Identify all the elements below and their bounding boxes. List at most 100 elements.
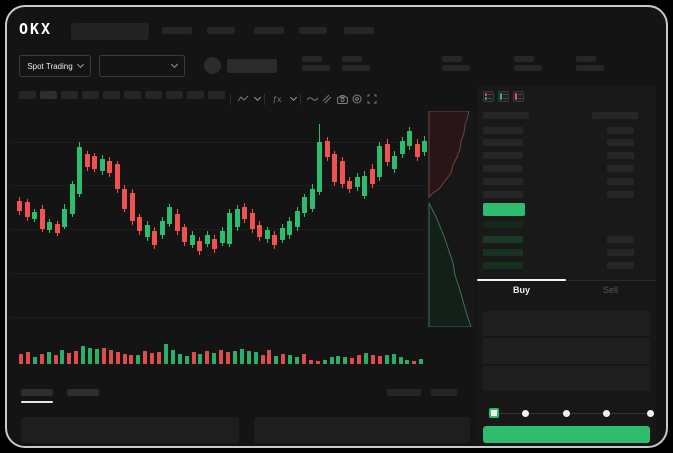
- volume-bar: [391, 354, 396, 364]
- orderbook-ask-price-placeholder: [483, 165, 523, 172]
- tab-buy[interactable]: Buy: [512, 285, 530, 295]
- settings-gear-icon[interactable]: [351, 93, 363, 105]
- orderbook-bid-price-placeholder: [483, 236, 523, 243]
- timeframe-button-placeholder[interactable]: [82, 91, 99, 99]
- line-style-icon[interactable]: [237, 93, 249, 105]
- volume-bar: [301, 354, 306, 364]
- pair-selector-dropdown[interactable]: [99, 55, 185, 77]
- stat-label-placeholder: [576, 56, 596, 62]
- stat-value-placeholder: [302, 65, 330, 71]
- chart-gridline: [9, 273, 427, 274]
- candlestick: [129, 193, 135, 221]
- market-type-dropdown[interactable]: Spot Trading: [19, 55, 91, 77]
- slider-stop[interactable]: [647, 410, 654, 417]
- candlestick: [362, 176, 367, 196]
- order-input-placeholder[interactable]: [483, 366, 650, 391]
- candlestick: [114, 164, 120, 189]
- candlestick: [249, 213, 255, 229]
- candlestick: [369, 169, 375, 184]
- orderbook-bid-size-placeholder: [607, 249, 634, 256]
- candlestick: [204, 235, 210, 244]
- timeframe-button-placeholder[interactable]: [61, 91, 78, 99]
- volume-bar: [129, 355, 134, 364]
- candlestick: [219, 231, 225, 243]
- bottom-tab-placeholder[interactable]: [67, 389, 99, 396]
- slider-stop[interactable]: [603, 410, 610, 417]
- candlestick: [84, 154, 90, 167]
- orderbook-view-asks-icon[interactable]: [513, 91, 524, 102]
- candlestick-chart[interactable]: [9, 109, 427, 331]
- volume-bar: [329, 357, 334, 364]
- candlestick: [377, 146, 382, 177]
- volume-bar: [19, 354, 23, 364]
- candlestick: [354, 177, 360, 187]
- volume-bar: [25, 352, 30, 364]
- slider-stop[interactable]: [522, 410, 529, 417]
- volume-bar: [412, 361, 417, 364]
- nav-item-placeholder[interactable]: [207, 27, 235, 34]
- slider-handle[interactable]: [489, 408, 499, 418]
- volume-bar: [370, 355, 375, 364]
- orderbook-view-both-icon[interactable]: [483, 91, 494, 102]
- nav-item-placeholder[interactable]: [162, 27, 192, 34]
- candlestick: [62, 209, 67, 227]
- timeframe-button-placeholder[interactable]: [187, 91, 204, 99]
- timeframe-button-placeholder[interactable]: [124, 91, 141, 99]
- buy-submit-button[interactable]: [483, 426, 650, 443]
- volume-bar: [232, 351, 237, 364]
- orderbook-bid-price-placeholder: [483, 249, 523, 256]
- candlestick: [332, 154, 337, 182]
- volume-bar: [53, 355, 58, 364]
- camera-icon[interactable]: [336, 93, 348, 105]
- timeframe-button-placeholder[interactable]: [19, 91, 36, 99]
- stat-value-placeholder: [514, 65, 542, 71]
- history-panel-placeholder: [254, 417, 470, 443]
- candlestick: [107, 161, 112, 173]
- candlestick: [167, 207, 172, 224]
- indicators-icon[interactable]: ƒx: [272, 94, 282, 104]
- nav-item-placeholder[interactable]: [344, 27, 374, 34]
- volume-bar: [295, 357, 299, 364]
- order-input-placeholder[interactable]: [483, 311, 650, 336]
- stat-label-placeholder: [514, 56, 534, 62]
- slider-stop[interactable]: [563, 410, 570, 417]
- line-chart-icon[interactable]: [306, 93, 318, 105]
- timeframe-button-placeholder[interactable]: [166, 91, 183, 99]
- drawing-tools-icon[interactable]: [321, 93, 333, 105]
- timeframe-button-placeholder[interactable]: [145, 91, 162, 99]
- candlestick: [69, 184, 75, 214]
- chart-gridline: [9, 229, 427, 230]
- orderbook-ask-size-placeholder: [607, 127, 634, 134]
- timeframe-button-placeholder[interactable]: [103, 91, 120, 99]
- bottom-action-placeholder[interactable]: [431, 389, 457, 396]
- candlestick: [122, 189, 127, 209]
- order-input-placeholder[interactable]: [483, 338, 650, 364]
- nav-item-placeholder[interactable]: [299, 27, 327, 34]
- orderbook-ask-price-placeholder: [483, 152, 523, 159]
- volume-bar: [94, 349, 99, 364]
- volume-bar: [364, 353, 368, 364]
- volume-bar: [419, 359, 424, 364]
- candlestick: [182, 227, 187, 242]
- volume-bar: [336, 356, 341, 364]
- bottom-action-placeholder[interactable]: [387, 389, 421, 396]
- search-input[interactable]: [71, 23, 149, 40]
- depth-asks-area: [428, 111, 470, 199]
- bottom-tab-placeholder[interactable]: [21, 389, 53, 396]
- fullscreen-icon[interactable]: [366, 93, 378, 105]
- nav-item-placeholder[interactable]: [254, 27, 284, 34]
- orderbook-ask-size-placeholder: [607, 165, 634, 172]
- candlestick: [174, 214, 180, 231]
- stat-label-placeholder: [302, 56, 322, 62]
- orderbook-view-bids-icon[interactable]: [498, 91, 509, 102]
- volume-bar: [350, 358, 355, 364]
- volume-bar: [260, 355, 265, 364]
- tab-sell[interactable]: Sell: [602, 285, 618, 295]
- candlestick: [32, 212, 37, 219]
- volume-bar: [343, 357, 348, 364]
- timeframe-button-placeholder[interactable]: [40, 91, 57, 99]
- candlestick: [242, 207, 247, 219]
- timeframe-button-placeholder[interactable]: [208, 91, 225, 99]
- candlestick: [17, 201, 22, 211]
